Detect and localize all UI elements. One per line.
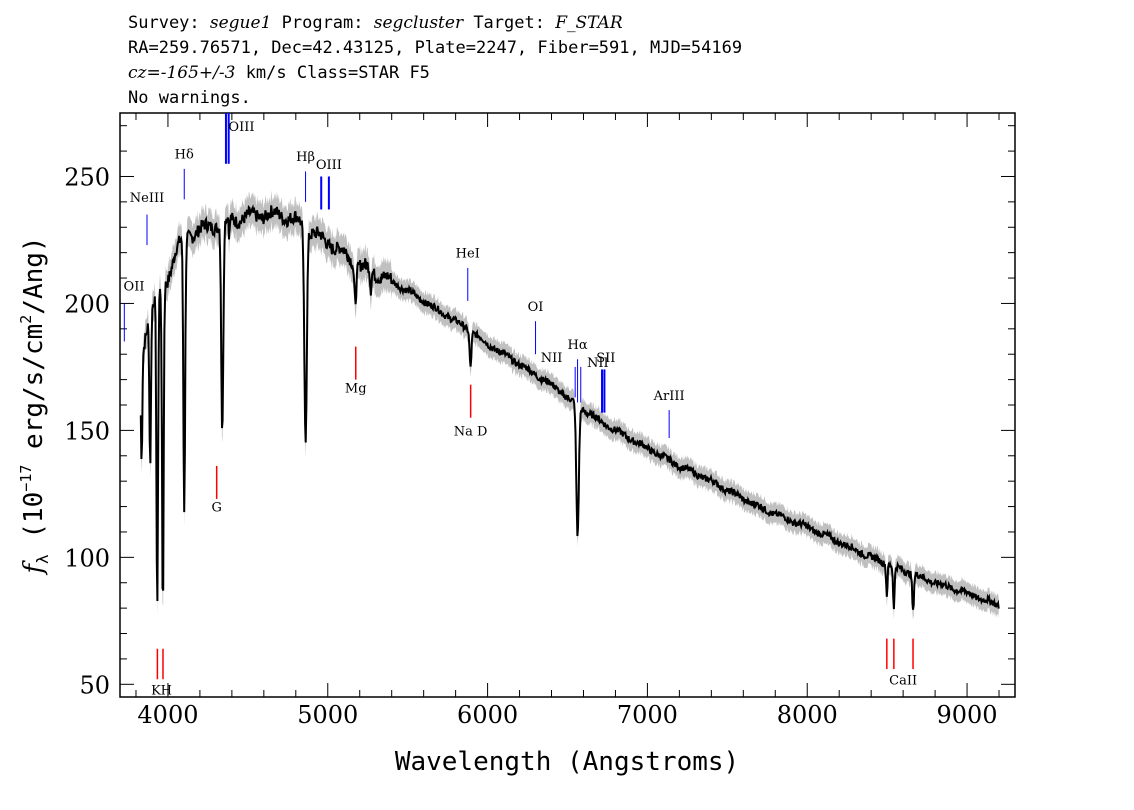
survey-value: segue1 [210,13,272,33]
emission-label: NeIII [130,191,164,206]
x-tick-label: 7000 [617,701,678,729]
survey-label: Survey: [128,13,210,33]
absorption-label: Mg [345,381,367,396]
emission-label: Hβ [296,150,315,165]
y-tick-label: 150 [64,417,110,445]
class-value: km/s Class=STAR F5 [235,63,429,83]
absorption-label: H [161,683,172,698]
emission-label: NII [587,356,609,371]
header-line2: RA=259.76571, Dec=42.43125, Plate=2247, … [128,38,742,58]
y-axis-label: fλ (10−17 erg/s/cm2/Ang) [17,236,52,575]
x-tick-label: 5000 [297,701,358,729]
target-value: F_STAR [554,13,623,33]
emission-label: NII [541,351,563,366]
x-tick-label: 4000 [137,701,198,729]
target-label: Target: [463,13,555,33]
y-tick-label: 50 [79,671,110,699]
emission-label: OII [124,280,145,295]
emission-label: SII [596,351,615,366]
emission-label: OI [528,300,544,315]
plot-area: 4000 5000 6000 7000 8000 9000 50 100 150 200 250 OI… [64,112,1016,729]
header-line1: Survey: segue1 Program: segcluster Targe… [128,13,623,33]
y-tick-label: 100 [64,544,110,572]
x-tick-label: 9000 [937,701,998,729]
absorption-label: G [211,501,221,516]
x-axis-label: Wavelength (Angstroms) [395,747,739,777]
program-value: segcluster [374,13,464,33]
header-line3: cz=-165+/-3 km/s Class=STAR F5 [128,63,430,83]
y-tick-label: 200 [64,290,110,318]
x-tick-label: 8000 [777,701,838,729]
emission-label: HeI [456,247,480,262]
emission-label: OIII [228,120,254,135]
cz-value: cz=-165+/-3 [128,63,235,83]
y-tick-label: 250 [64,163,110,191]
x-tick-label: 6000 [457,701,518,729]
emission-label: ArIII [653,389,685,404]
emission-label: Hα [568,338,588,353]
program-label: Program: [271,13,373,33]
absorption-label: K [151,683,161,698]
spectrum-line [139,204,1000,610]
absorption-label: CaII [889,673,917,688]
header: Survey: segue1 Program: segcluster Targe… [128,13,742,108]
header-line4: No warnings. [128,88,251,108]
emission-label: OIII [316,158,342,173]
emission-label: Hδ [175,148,194,163]
absorption-label: Na D [454,424,488,439]
